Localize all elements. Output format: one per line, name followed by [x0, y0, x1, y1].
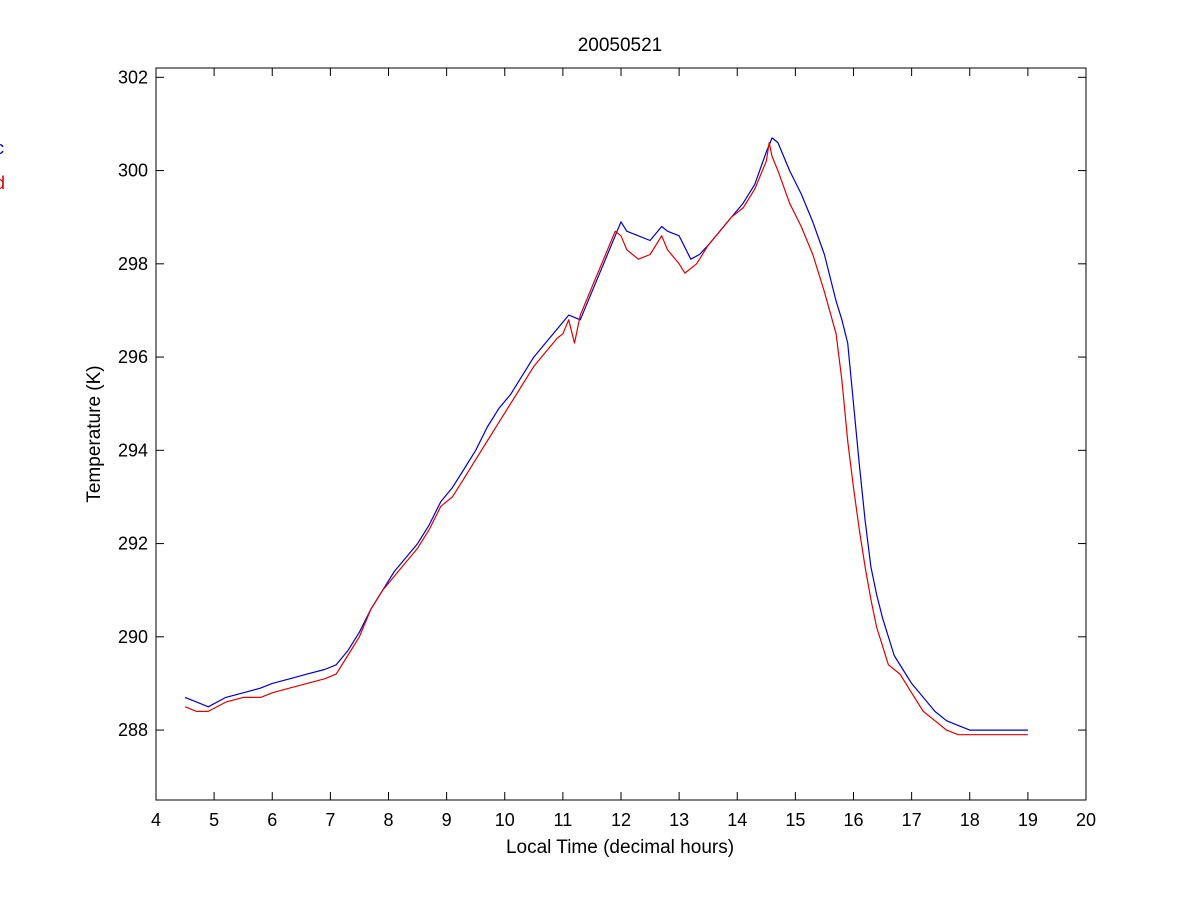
- x-tick-label: 7: [325, 810, 335, 830]
- series-line-c: [184, 137, 1028, 731]
- x-tick-label: 10: [495, 810, 515, 830]
- x-tick-label: 9: [442, 810, 452, 830]
- x-tick-label: 5: [209, 810, 219, 830]
- x-tick-label: 15: [785, 810, 805, 830]
- x-tick-label: 12: [611, 810, 631, 830]
- legend-entry-c: c: [0, 138, 4, 158]
- y-tick-label: 292: [118, 534, 148, 554]
- chart-title: 20050521: [578, 35, 663, 56]
- x-tick-label: 17: [902, 810, 922, 830]
- series-lines: [184, 137, 1028, 736]
- y-tick-label: 290: [118, 627, 148, 647]
- y-tick-label: 300: [118, 161, 148, 181]
- y-axis-label: Temperature (K): [84, 365, 105, 502]
- x-tick-label: 13: [669, 810, 689, 830]
- y-axis: 288 290 292 294 296 298 300 302: [118, 67, 1086, 740]
- x-axis-label: Local Time (decimal hours): [506, 837, 734, 858]
- x-tick-label: 16: [843, 810, 863, 830]
- x-tick-label: 20: [1076, 810, 1096, 830]
- y-tick-label: 302: [118, 67, 148, 87]
- x-tick-label: 19: [1018, 810, 1038, 830]
- x-tick-label: 11: [554, 810, 573, 830]
- legend: cd: [0, 138, 5, 193]
- x-tick-label: 4: [151, 810, 161, 830]
- x-tick-label: 8: [383, 810, 393, 830]
- y-tick-label: 288: [118, 720, 148, 740]
- y-tick-label: 294: [118, 440, 148, 460]
- y-tick-label: 296: [118, 347, 148, 367]
- x-tick-label: 6: [267, 810, 277, 830]
- legend-entry-d: d: [0, 173, 5, 193]
- plot-area: [155, 67, 1087, 801]
- y-tick-label: 298: [118, 254, 148, 274]
- series-line-d: [184, 142, 1028, 736]
- x-tick-label: 18: [960, 810, 980, 830]
- x-tick-label: 14: [727, 810, 747, 830]
- x-axis: 4 5 6 7 8 9 10 11 12 13 14 15 16 17 18 19 20: [151, 68, 1096, 830]
